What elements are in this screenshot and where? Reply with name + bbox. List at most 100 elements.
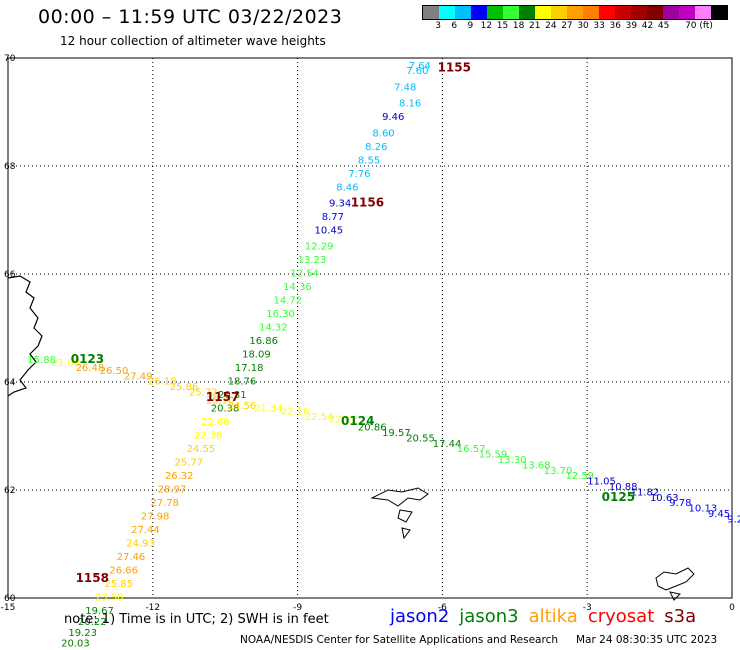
color-swatch	[535, 6, 551, 19]
footer: NOAA/NESDIS Center for Satellite Applica…	[240, 634, 717, 646]
wave-height-label: 24.55	[187, 444, 216, 455]
wave-height-label: 18.76	[228, 377, 257, 388]
color-swatch	[583, 6, 599, 19]
color-scale-label: 45	[657, 21, 670, 31]
wave-height-label: 13.68	[522, 460, 551, 471]
y-tick-label: 60	[4, 594, 16, 604]
color-scale-label: 30	[577, 21, 589, 31]
x-tick-label: -9	[293, 603, 302, 613]
wave-height-label: 10.45	[314, 226, 343, 237]
wave-height-label: 25.77	[175, 458, 204, 469]
wave-height-label: 26.18	[148, 377, 177, 388]
color-swatch	[519, 6, 535, 19]
wave-height-label: 21.34	[254, 404, 283, 415]
wave-height-label: 9.27	[727, 514, 740, 525]
wave-height-label: 19.57	[382, 428, 411, 439]
wave-height-label: 12.29	[305, 242, 334, 253]
wave-height-label: 11.05	[587, 477, 616, 488]
y-tick-label: 68	[4, 162, 16, 172]
legend-item-cryosat: cryosat	[587, 606, 655, 627]
wave-height-label: 13.70	[544, 466, 573, 477]
wave-height-label: 8.77	[322, 212, 344, 223]
wave-height-label: 7.64	[409, 61, 431, 72]
y-tick-label: 66	[4, 270, 16, 280]
wave-height-label: 13.23	[298, 255, 327, 266]
color-swatch	[615, 6, 631, 19]
legend-item-jason3: jason3	[459, 606, 519, 627]
wave-height-label: 28.97	[158, 485, 187, 496]
wave-height-label: 19.67	[85, 606, 114, 617]
color-scale-label: 36	[609, 21, 621, 31]
color-scale-label: 39	[625, 21, 638, 31]
wave-height-label: 10.88	[609, 482, 638, 493]
wave-height-label: 24.56	[228, 401, 257, 412]
legend-item-altika: altika	[528, 606, 578, 627]
wave-height-label: 20.31	[218, 390, 247, 401]
wave-height-label: 23.58	[95, 593, 124, 604]
wave-height-label: 22.36	[194, 431, 223, 442]
x-tick-label: -6	[438, 603, 447, 613]
map-frame	[7, 57, 733, 599]
x-tick-label: 0	[729, 603, 735, 613]
x-tick-label: -3	[583, 603, 592, 613]
wave-height-label: 20.86	[358, 423, 387, 434]
wave-height-label: 8.46	[336, 182, 358, 193]
wave-height-label: 18.09	[242, 350, 271, 361]
wave-height-label: 25.85	[105, 579, 134, 590]
color-scale-label: 42	[641, 21, 654, 31]
pass-id-label: 1158	[76, 571, 109, 585]
wave-height-label: 8.16	[399, 99, 421, 110]
color-scale-label: 9	[467, 21, 474, 31]
wave-height-label: 9.46	[382, 112, 404, 123]
wave-height-label: 21.08	[51, 358, 80, 369]
color-scale-label: 33	[593, 21, 605, 31]
color-swatch	[551, 6, 567, 19]
wave-height-label: 9.45	[708, 509, 730, 520]
wave-height-label: 20.22	[78, 617, 107, 628]
wave-height-label: 15.88	[27, 355, 56, 366]
y-tick-label: 62	[4, 486, 15, 496]
color-scale-label: 70 (ft)	[685, 21, 713, 31]
x-tick-label: -12	[145, 603, 160, 613]
color-swatch	[567, 6, 583, 19]
color-scale-label: 18	[512, 21, 525, 31]
color-swatch	[711, 6, 727, 19]
color-swatch	[503, 6, 519, 19]
wave-height-label: 25.10	[206, 396, 235, 407]
footer-credit: NOAA/NESDIS Center for Satellite Applica…	[240, 634, 558, 646]
wave-height-label: 20.03	[61, 639, 90, 650]
color-swatch	[599, 6, 615, 19]
wave-height-label: 12.54	[290, 269, 319, 280]
map-subtitle: 12 hour collection of altimeter wave hei…	[60, 34, 326, 48]
color-swatch	[631, 6, 647, 19]
wave-height-label: 22.54	[305, 412, 334, 423]
coastline-shetland	[655, 567, 695, 601]
wave-height-label: 8.26	[365, 142, 387, 153]
wave-height-label: 8.55	[358, 155, 380, 166]
note-text: note: 1) Time is in UTC; 2) SWH is in fe…	[64, 612, 329, 627]
color-swatch	[679, 6, 695, 19]
wave-height-label: 22.66	[201, 417, 230, 428]
wave-height-label: 7.76	[348, 169, 370, 180]
wave-height-label: 13.30	[498, 455, 527, 466]
color-scale-labels: 3 6 9 12 15 18 21 24 27 30 33 36 39 42 45 70 (ft)	[422, 21, 728, 35]
color-scale-label: 15	[496, 21, 509, 31]
wave-height-label: 7.48	[394, 82, 416, 93]
wave-height-label: 17.18	[235, 363, 264, 374]
pass-id-label: 1156	[351, 196, 384, 210]
color-scale-bar	[422, 5, 728, 20]
wave-height-label: 26.32	[165, 471, 194, 482]
wave-height-label: 7.60	[406, 66, 428, 77]
color-scale-label: 3	[435, 21, 441, 31]
wave-height-label: 20.55	[406, 433, 435, 444]
color-scale-label: 24	[545, 21, 557, 31]
wave-height-label: 10.63	[650, 493, 679, 504]
color-scale-label: 21	[529, 21, 541, 31]
wave-height-label: 22.16	[281, 406, 310, 417]
wave-height-label: 26.50	[100, 366, 129, 377]
coastline-faroe	[370, 487, 429, 540]
wave-height-label: 27.44	[131, 525, 160, 536]
wave-height-label: 27.46	[117, 552, 146, 563]
wave-height-label: 25.72	[189, 388, 218, 399]
